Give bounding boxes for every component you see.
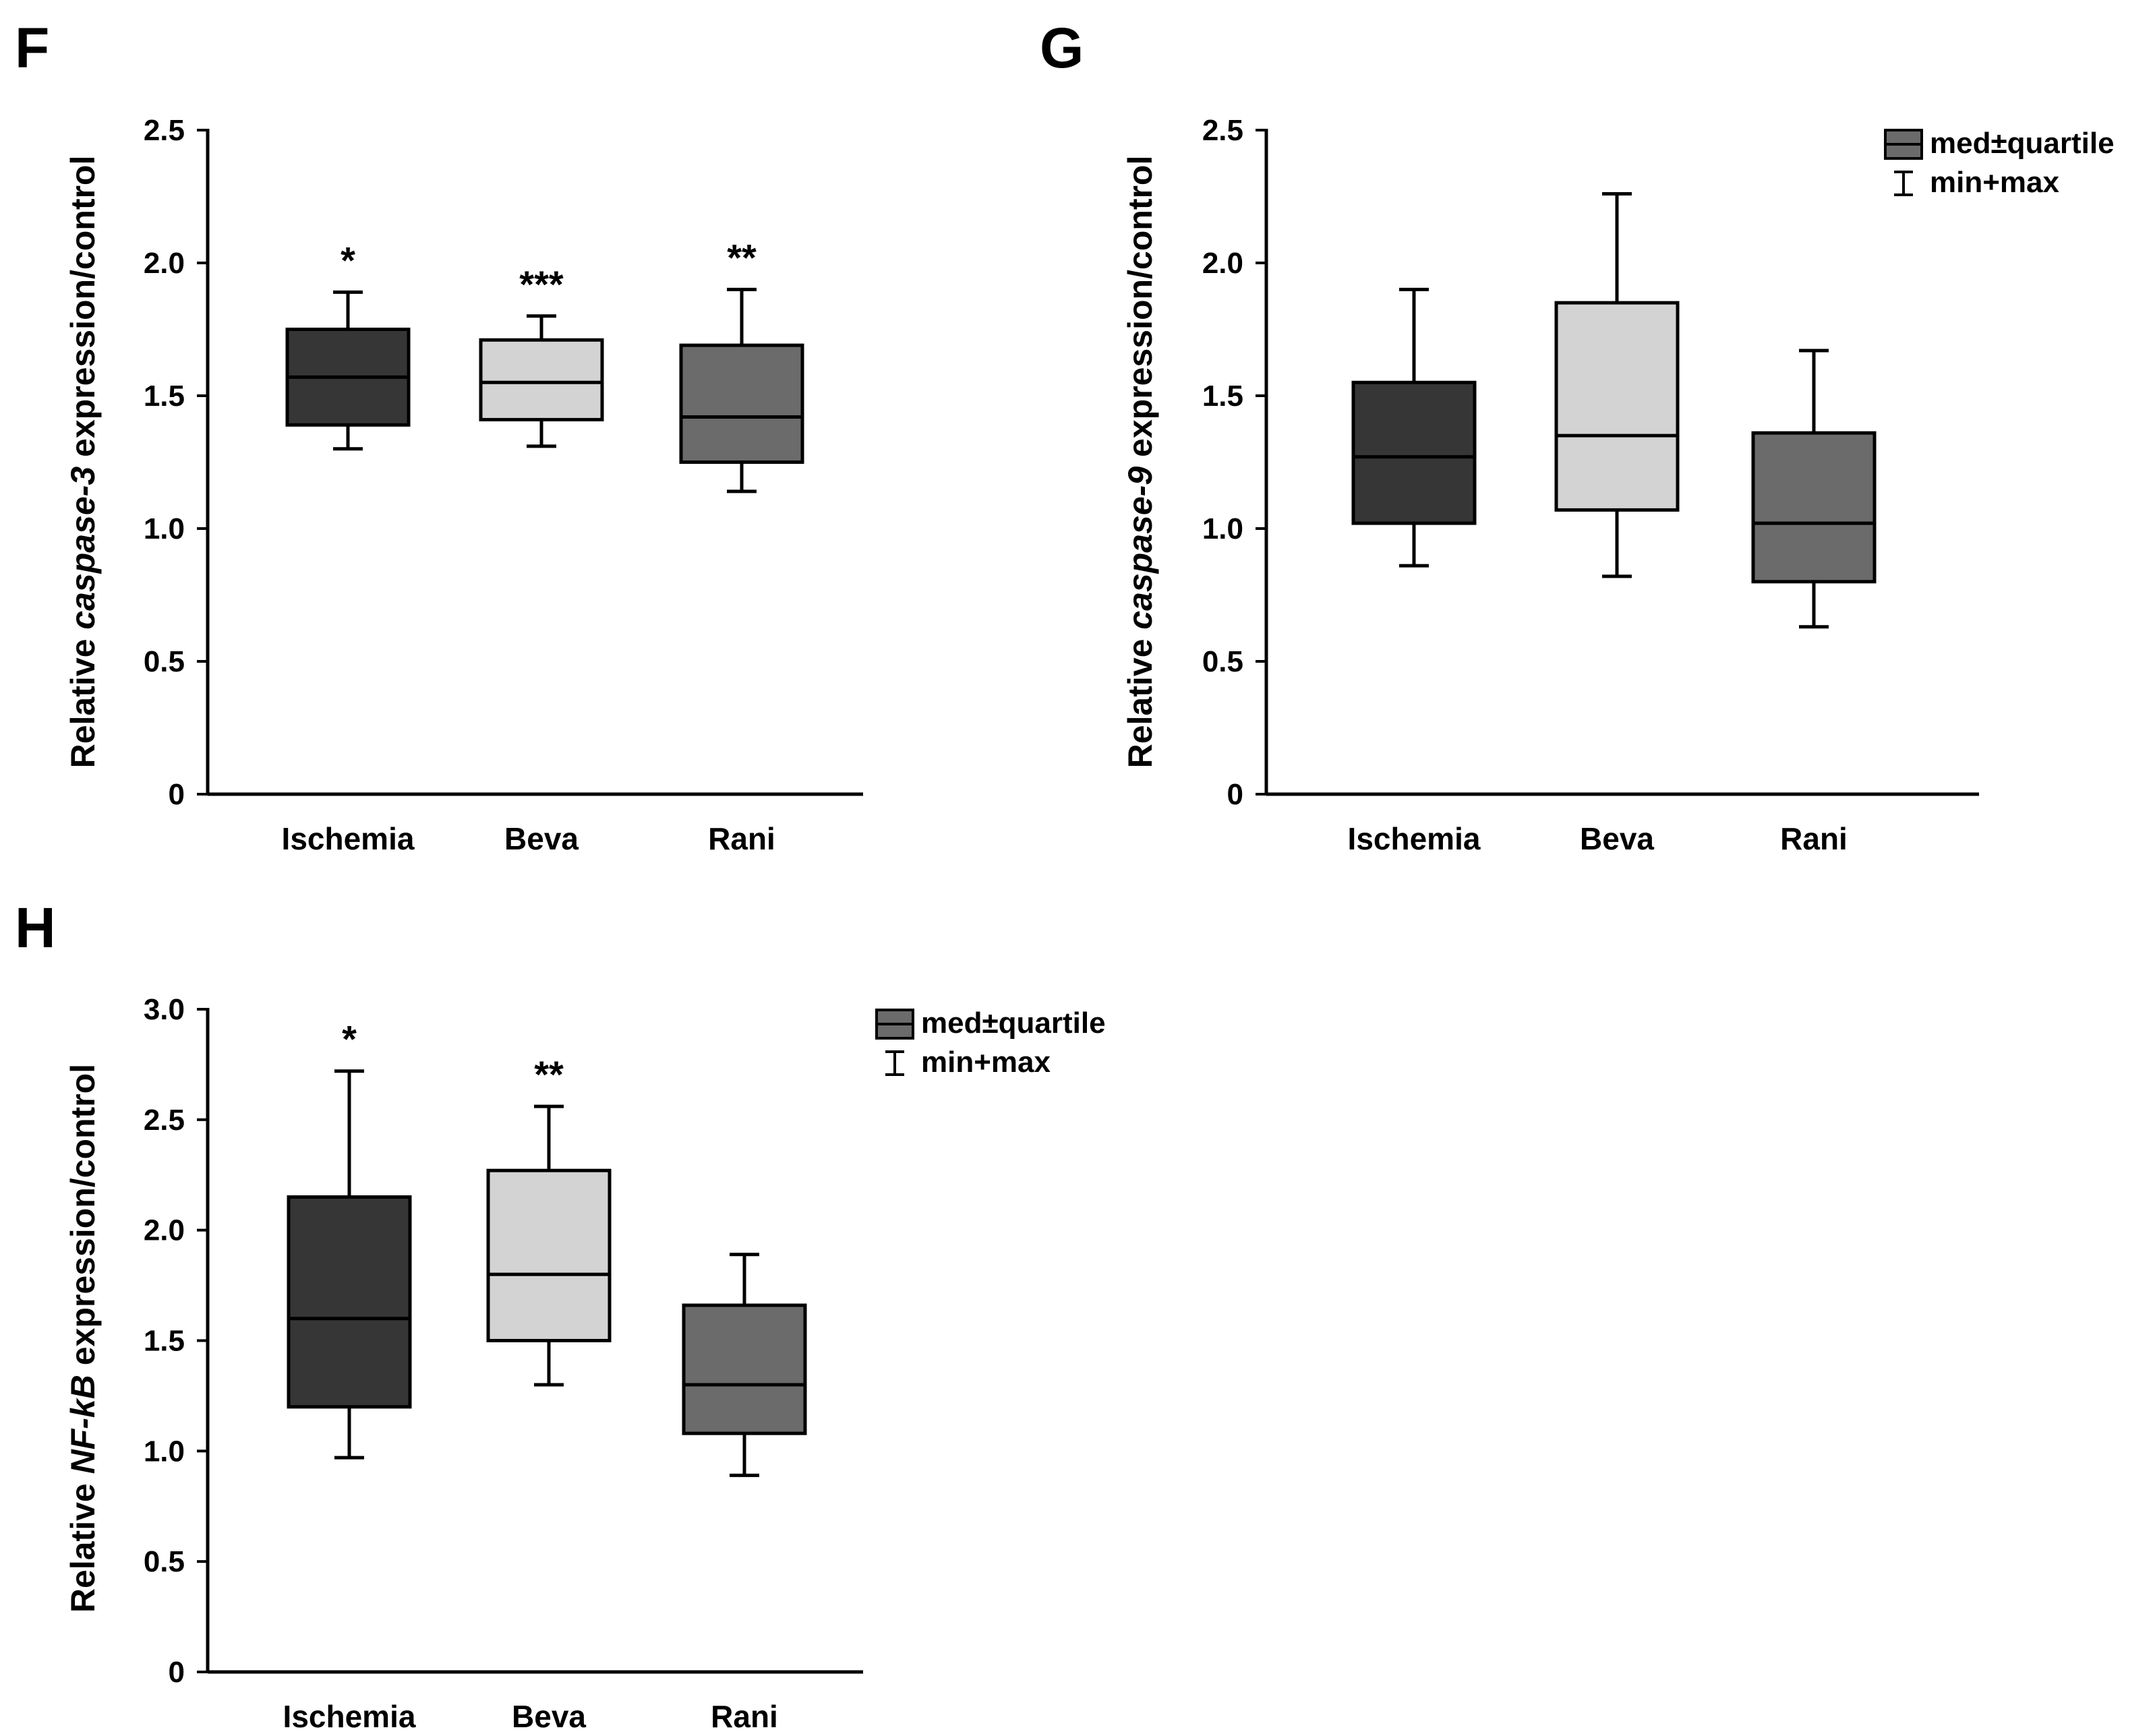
panel-h-box-ischemia: * [287, 1018, 412, 1460]
panel-g-category-label: Rani [1780, 821, 1848, 856]
panel-g-legend-box-label: med±quartile [1930, 127, 2115, 160]
panel-g-category-label: Beva [1580, 821, 1654, 856]
panel-h-ytick-label: 3.0 [144, 993, 185, 1026]
panel-f-ytick-label: 2.5 [144, 114, 185, 147]
panel-g-iqr-box [1351, 380, 1477, 525]
panel-f-ytick-label: 1.5 [144, 380, 185, 413]
panel-h-y-label-part: Relative [64, 1474, 102, 1613]
panel-g-box-beva [1554, 192, 1680, 578]
panel-g-iqr-box [1554, 301, 1680, 512]
panel-h-iqr-box [682, 1303, 807, 1435]
panel-g-box-ischemia [1351, 287, 1477, 568]
panel-h-ytick-label: 0 [169, 1656, 185, 1689]
panel-g-box-rani [1751, 349, 1877, 629]
panel-f-significance-marker: ** [727, 236, 757, 278]
panel-f-box-rani: ** [679, 236, 804, 493]
panel-g-y-label-part: Relative [1121, 630, 1159, 769]
panel-f-box-beva: *** [479, 263, 604, 448]
panel-f-category-label: Ischemia [282, 821, 415, 856]
panel-g-ytick-label: 2.0 [1202, 247, 1243, 280]
panel-h-letter: H [15, 896, 56, 959]
panel-h-iqr-box [486, 1168, 612, 1342]
panel-h-legend: med±quartile min+max [875, 1007, 1106, 1079]
panel-f-y-label-part: Relative [64, 630, 102, 769]
panel-h-ytick-label: 2.5 [144, 1104, 185, 1137]
panel-f-category-label: Rani [708, 821, 775, 856]
panel-g: G 0 0.5 1.0 1.5 2.0 2.5 Relative caspase-9 expr… [1040, 16, 2115, 856]
panel-f-ytick-label: 2.0 [144, 247, 185, 280]
panel-g-ytick-label: 1.5 [1202, 380, 1243, 413]
panel-h-box-rani [682, 1253, 807, 1477]
panel-g-iqr-box [1751, 431, 1877, 584]
panel-f-ytick-label: 0 [169, 778, 185, 811]
panel-g-ytick-label: 0 [1227, 778, 1243, 811]
panel-g-y-label-part: expression/control [1121, 156, 1159, 467]
panel-f-iqr-box [479, 338, 604, 421]
panel-h-ytick-label: 1.5 [144, 1325, 185, 1358]
panel-h-ytick-label: 1.0 [144, 1435, 185, 1468]
panel-h-ytick-label: 0.5 [144, 1545, 185, 1578]
panel-h-iqr-box [287, 1195, 412, 1409]
panel-h: H 0 0.5 1.0 1.5 2.0 2.5 3.0 Relative NF-kB expre… [15, 896, 1106, 1734]
panel-h-significance-marker: * [342, 1018, 357, 1060]
panel-f-box-ischemia: * [285, 239, 411, 451]
panel-h-y-label: Relative NF-kB expression/control [64, 1064, 102, 1613]
panel-f-y-label-part: caspase-3 [64, 467, 102, 630]
panel-f-category-label: Beva [504, 821, 579, 856]
panel-f-y-label: Relative caspase-3 expression/control [64, 156, 102, 769]
panel-g-ytick-label: 2.5 [1202, 114, 1243, 147]
panel-f-significance-marker: *** [519, 263, 564, 305]
panel-g-letter: G [1040, 16, 1084, 80]
panel-f-significance-marker: * [341, 239, 355, 281]
panel-f: F 0 0.5 1.0 1.5 2.0 2.5 Relative caspase-3 expr… [15, 16, 863, 856]
panel-f-ytick-label: 0.5 [144, 645, 185, 678]
panel-g-legend-whisker-label: min+max [1930, 166, 2060, 199]
panel-g-ytick-label: 1.0 [1202, 512, 1243, 545]
panel-h-category-label: Beva [512, 1699, 586, 1734]
panel-g-category-label: Ischemia [1348, 821, 1481, 856]
panel-g-ytick-label: 0.5 [1202, 645, 1243, 678]
panel-g-y-label-part: caspase-9 [1121, 467, 1159, 630]
panel-h-legend-whisker-label: min+max [921, 1046, 1051, 1079]
panel-h-y-label-part: expression/control [64, 1064, 102, 1375]
panel-h-box-beva: ** [486, 1053, 612, 1387]
panel-h-significance-marker: ** [534, 1053, 564, 1096]
panel-g-legend: med±quartile min+max [1884, 127, 2115, 199]
panel-f-letter: F [15, 16, 49, 80]
panel-g-y-label: Relative caspase-9 expression/control [1121, 156, 1159, 769]
panel-h-y-label-part: NF-kB [64, 1375, 102, 1474]
panel-h-ytick-label: 2.0 [144, 1214, 185, 1247]
panel-h-legend-box-label: med±quartile [921, 1007, 1106, 1040]
panel-f-iqr-box [679, 343, 804, 465]
panel-f-y-label-part: expression/control [64, 156, 102, 467]
panel-h-category-label: Ischemia [283, 1699, 416, 1734]
panel-f-ytick-label: 1.0 [144, 512, 185, 545]
panel-h-category-label: Rani [711, 1699, 778, 1734]
